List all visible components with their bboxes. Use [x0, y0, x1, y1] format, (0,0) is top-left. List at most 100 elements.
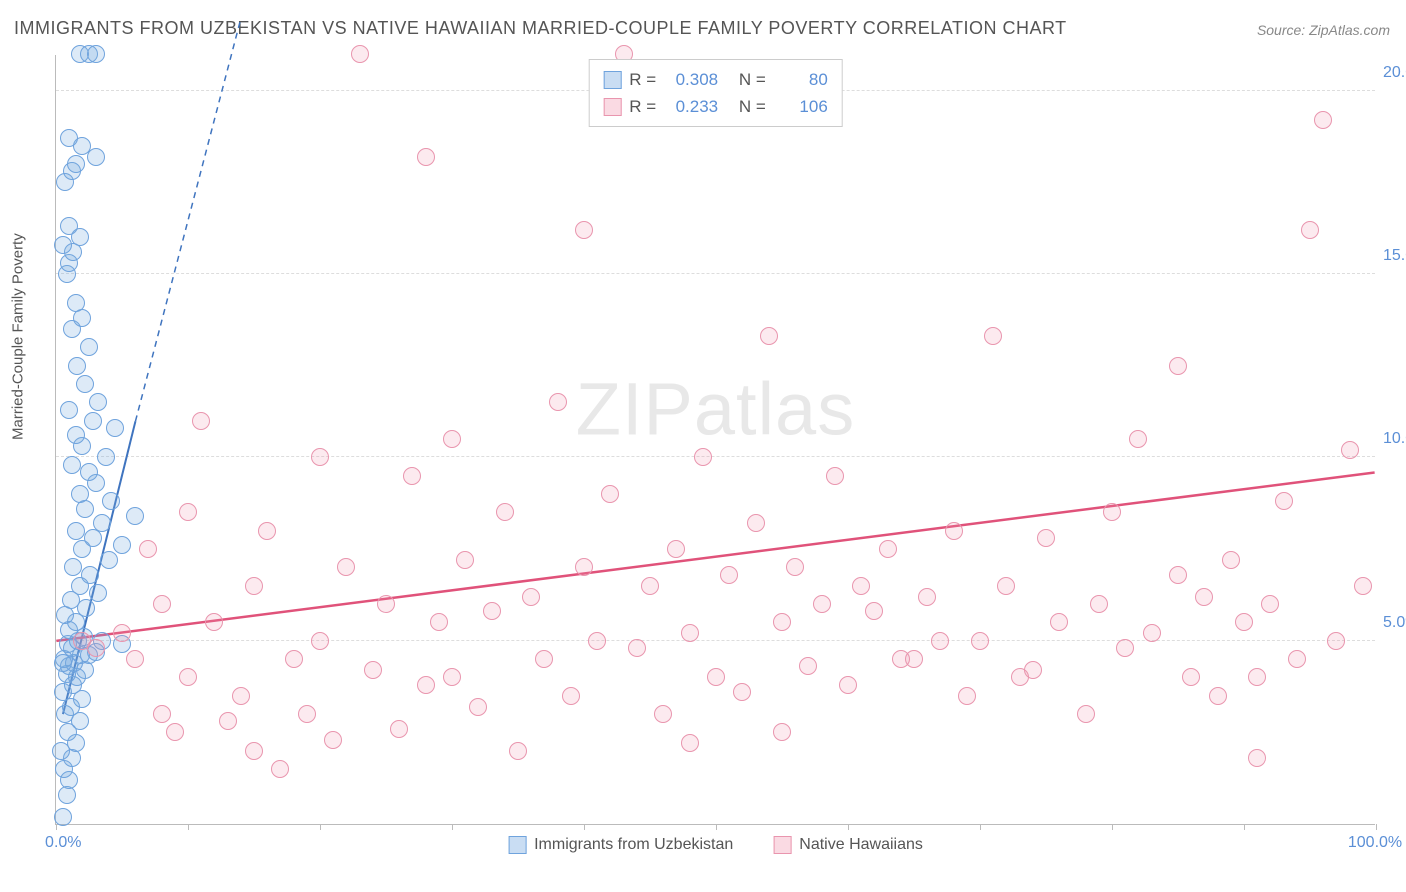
x-tick-min: 0.0% — [45, 834, 81, 852]
scatter-point — [522, 588, 540, 606]
scatter-point — [562, 687, 580, 705]
scatter-point — [67, 294, 85, 312]
scatter-point — [77, 599, 95, 617]
scatter-point — [1248, 668, 1266, 686]
scatter-point — [575, 558, 593, 576]
scatter-point — [760, 327, 778, 345]
x-tick — [716, 824, 717, 830]
scatter-point — [258, 522, 276, 540]
n-label: N = — [739, 93, 766, 120]
scatter-point — [232, 687, 250, 705]
y-tick-label: 15.0% — [1383, 247, 1406, 265]
scatter-point — [81, 566, 99, 584]
x-tick — [584, 824, 585, 830]
scatter-point — [945, 522, 963, 540]
scatter-point — [89, 393, 107, 411]
x-tick — [320, 824, 321, 830]
scatter-point — [80, 338, 98, 356]
gridline-h — [56, 640, 1375, 641]
scatter-point — [997, 577, 1015, 595]
scatter-point — [153, 705, 171, 723]
swatch-pink-icon — [603, 98, 621, 116]
r-label: R = — [629, 66, 656, 93]
stats-legend: R = 0.308 N = 80 R = 0.233 N = 106 — [588, 59, 843, 127]
n-label: N = — [739, 66, 766, 93]
scatter-point — [1209, 687, 1227, 705]
scatter-point — [100, 551, 118, 569]
scatter-point — [324, 731, 342, 749]
scatter-point — [1037, 529, 1055, 547]
scatter-point — [377, 595, 395, 613]
x-tick — [1376, 824, 1377, 830]
scatter-point — [1050, 613, 1068, 631]
scatter-point — [192, 412, 210, 430]
scatter-point — [1195, 588, 1213, 606]
scatter-point — [1341, 441, 1359, 459]
scatter-point — [351, 45, 369, 63]
scatter-point — [166, 723, 184, 741]
swatch-blue-icon — [508, 836, 526, 854]
scatter-point — [80, 463, 98, 481]
scatter-point — [71, 485, 89, 503]
scatter-point — [773, 613, 791, 631]
scatter-point — [483, 602, 501, 620]
scatter-point — [153, 595, 171, 613]
y-tick-label: 5.0% — [1383, 614, 1406, 632]
scatter-point — [443, 430, 461, 448]
scatter-point — [958, 687, 976, 705]
scatter-point — [271, 760, 289, 778]
scatter-point — [60, 217, 78, 235]
scatter-point — [839, 676, 857, 694]
scatter-point — [1116, 639, 1134, 657]
scatter-point — [773, 723, 791, 741]
scatter-point — [443, 668, 461, 686]
scatter-point — [54, 236, 72, 254]
scatter-point — [63, 456, 81, 474]
scatter-point — [1169, 566, 1187, 584]
r-value-blue: 0.308 — [664, 66, 718, 93]
n-value-blue: 80 — [774, 66, 828, 93]
scatter-point — [113, 624, 131, 642]
scatter-point — [1182, 668, 1200, 686]
scatter-point — [549, 393, 567, 411]
watermark-thin: atlas — [694, 367, 855, 450]
scatter-point — [667, 540, 685, 558]
scatter-point — [654, 705, 672, 723]
x-tick-max: 100.0% — [1348, 834, 1402, 852]
x-tick — [1112, 824, 1113, 830]
scatter-point — [931, 632, 949, 650]
scatter-point — [628, 639, 646, 657]
scatter-point — [535, 650, 553, 668]
scatter-point — [337, 558, 355, 576]
scatter-point — [971, 632, 989, 650]
scatter-point — [60, 401, 78, 419]
scatter-point — [1288, 650, 1306, 668]
scatter-point — [84, 412, 102, 430]
x-tick — [452, 824, 453, 830]
gridline-h — [56, 456, 1375, 457]
swatch-pink-icon — [773, 836, 791, 854]
scatter-point — [1327, 632, 1345, 650]
scatter-point — [64, 558, 82, 576]
scatter-point — [681, 624, 699, 642]
scatter-point — [1103, 503, 1121, 521]
n-value-pink: 106 — [774, 93, 828, 120]
scatter-point — [106, 419, 124, 437]
trend-lines — [56, 55, 1375, 824]
scatter-point — [1129, 430, 1147, 448]
scatter-point — [852, 577, 870, 595]
scatter-point — [1314, 111, 1332, 129]
scatter-point — [364, 661, 382, 679]
scatter-point — [76, 375, 94, 393]
scatter-point — [733, 683, 751, 701]
scatter-point — [1235, 613, 1253, 631]
scatter-point — [799, 657, 817, 675]
stats-row-pink: R = 0.233 N = 106 — [603, 93, 828, 120]
gridline-h — [56, 273, 1375, 274]
scatter-plot: Married-Couple Family Poverty 5.0%10.0%1… — [55, 55, 1375, 825]
scatter-point — [984, 327, 1002, 345]
x-tick — [188, 824, 189, 830]
scatter-point — [694, 448, 712, 466]
scatter-point — [509, 742, 527, 760]
scatter-point — [311, 448, 329, 466]
